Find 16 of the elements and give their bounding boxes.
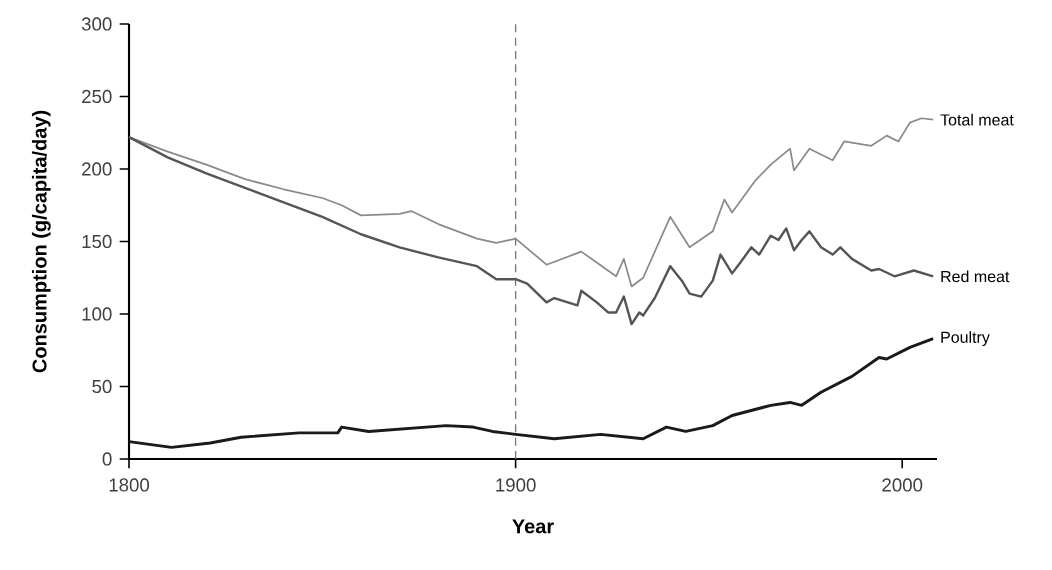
x-tick-label: 1900 [496,478,536,492]
x-axis-title: Year [512,519,554,534]
y-tick-label: 150 [82,234,112,249]
line-series [127,337,935,449]
y-tick-label: 50 [92,379,112,394]
y-tick-label: 200 [82,162,112,176]
x-tick-label: 2000 [882,478,923,492]
y-tick-label: 300 [81,17,112,31]
y-tick-label: 250 [82,89,112,104]
series-label: Poultry [941,331,990,347]
y-axis-title: Consumption (g/capita/day) [31,110,51,373]
y-tick-label: 100 [82,307,112,321]
series-label: Red meat [941,270,1010,283]
x-tick-label: 1800 [109,478,150,492]
y-tick-label: 0 [102,452,112,466]
series-label: Total meat [940,113,1014,126]
